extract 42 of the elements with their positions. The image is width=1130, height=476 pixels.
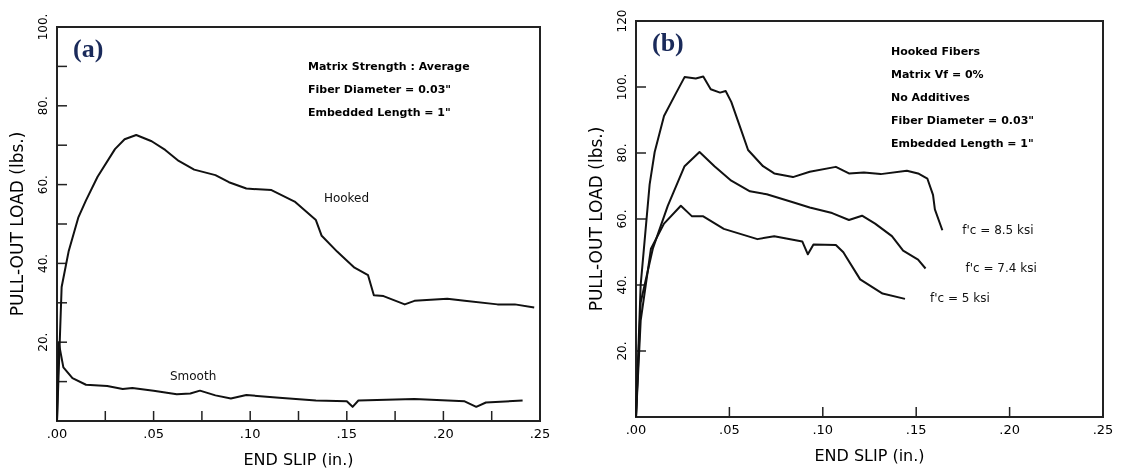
- x-axis-title: END SLIP (in.): [243, 450, 354, 469]
- x-tick-label: .10: [239, 426, 261, 441]
- y-tick-label: 120: [615, 9, 629, 33]
- x-tick-label: .25: [1092, 422, 1114, 437]
- x-tick-label: .05: [143, 426, 164, 441]
- y-tick-label: 100.: [36, 13, 50, 41]
- annotation: Fiber Diameter = 0.03": [891, 114, 1035, 127]
- series-label: Smooth: [169, 369, 217, 384]
- x-axis-title: END SLIP (in.): [814, 446, 925, 465]
- annotation: Embedded Length = 1": [891, 137, 1034, 150]
- text: f'c = 5 ksi: [929, 291, 990, 306]
- x-tick-label: .15: [336, 426, 358, 441]
- series-label: f'c = 8.5 ksi: [962, 222, 1034, 237]
- x-tick-label: .20: [433, 426, 454, 441]
- y-tick-label: 60.: [36, 175, 50, 195]
- y-tick-label: 100.: [615, 73, 629, 101]
- y-tick-label: 20.: [36, 332, 50, 352]
- y-tick-label: 80.: [615, 143, 629, 163]
- annotation: Matrix Strength : Average: [308, 60, 470, 73]
- y-tick-label: 20.: [615, 341, 629, 361]
- x-tick-label: .00: [625, 422, 647, 437]
- x-tick-label: .20: [999, 422, 1020, 437]
- x-tick-label: .25: [529, 426, 551, 441]
- y-tick-label: 40.: [615, 275, 629, 295]
- y-tick-label: 60.: [615, 209, 629, 229]
- chart-title: (a): [73, 34, 104, 63]
- annotation: Hooked Fibers: [891, 45, 981, 58]
- annotation: Fiber Diameter = 0.03": [308, 83, 452, 96]
- x-tick-label: .00: [46, 426, 68, 441]
- x-tick-label: .10: [812, 422, 834, 437]
- series-label: Hooked: [323, 190, 370, 205]
- x-tick-label: .15: [905, 422, 927, 437]
- annotation: Embedded Length = 1": [308, 106, 451, 119]
- x-tick-label: .05: [719, 422, 740, 437]
- y-tick-label: 80.: [36, 96, 50, 116]
- y-axis-title: PULL-OUT LOAD (lbs.): [7, 131, 27, 317]
- text: f'c = 7.4 ksi: [965, 261, 1037, 275]
- annotation: No Additives: [891, 91, 971, 104]
- y-axis-title: PULL-OUT LOAD (lbs.): [586, 126, 606, 312]
- annotation: Matrix Vf = 0%: [891, 68, 984, 81]
- chart-title: (b): [652, 28, 684, 57]
- y-tick-label: 40.: [36, 253, 50, 273]
